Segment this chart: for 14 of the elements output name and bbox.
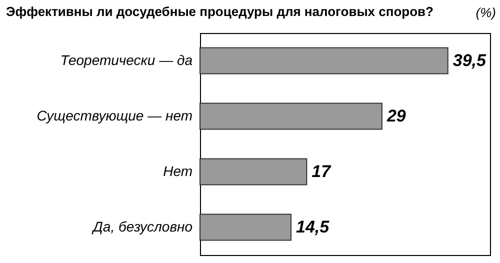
bar — [200, 214, 292, 241]
data-label: 14,5 — [296, 217, 330, 236]
y-tick-label: Теоретически — да — [60, 52, 193, 68]
y-tick-label: Существующие — нет — [36, 107, 193, 124]
y-tick-label: Да, безусловно — [91, 218, 193, 234]
bar — [200, 158, 308, 186]
bar — [200, 102, 382, 130]
data-label: 29 — [386, 106, 406, 126]
bar — [200, 47, 448, 74]
text: (%) — [476, 5, 496, 20]
data-label: 17 — [312, 162, 332, 181]
chart-title: Эффективны ли досудебные процедуры для налоговых споров? — [6, 4, 434, 19]
data-label: 39,5 — [452, 50, 486, 70]
y-tick-label: Нет — [163, 162, 193, 179]
